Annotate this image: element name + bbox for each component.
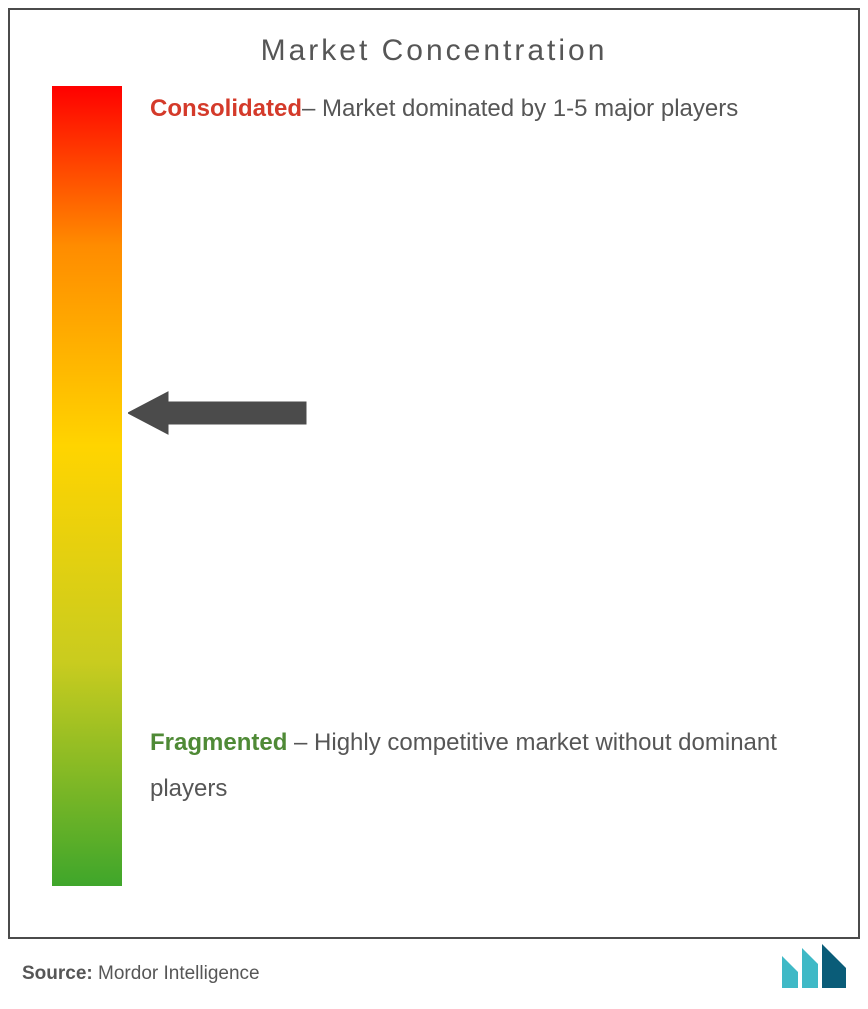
consolidated-label-bold: Consolidated (150, 95, 302, 122)
fragmented-label-bold: Fragmented (150, 729, 287, 756)
chart-frame: Market Concentration Consolidated– Marke… (8, 8, 860, 939)
chart-title: Market Concentration (10, 10, 858, 80)
consolidated-label: Consolidated– Market dominated by 1-5 ma… (150, 86, 828, 132)
indicator-arrow (128, 390, 308, 441)
consolidated-label-text: – Market dominated by 1-5 major players (302, 95, 738, 122)
concentration-gradient-bar (52, 86, 122, 886)
mordor-logo-icon (780, 942, 848, 995)
source-label: Source: (22, 963, 93, 984)
arrow-icon (128, 390, 308, 436)
source-attribution: Source: Mordor Intelligence (22, 963, 260, 985)
fragmented-label: Fragmented – Highly competitive market w… (150, 720, 828, 811)
chart-content: Consolidated– Market dominated by 1-5 ma… (10, 80, 858, 900)
source-value: Mordor Intelligence (93, 963, 260, 984)
